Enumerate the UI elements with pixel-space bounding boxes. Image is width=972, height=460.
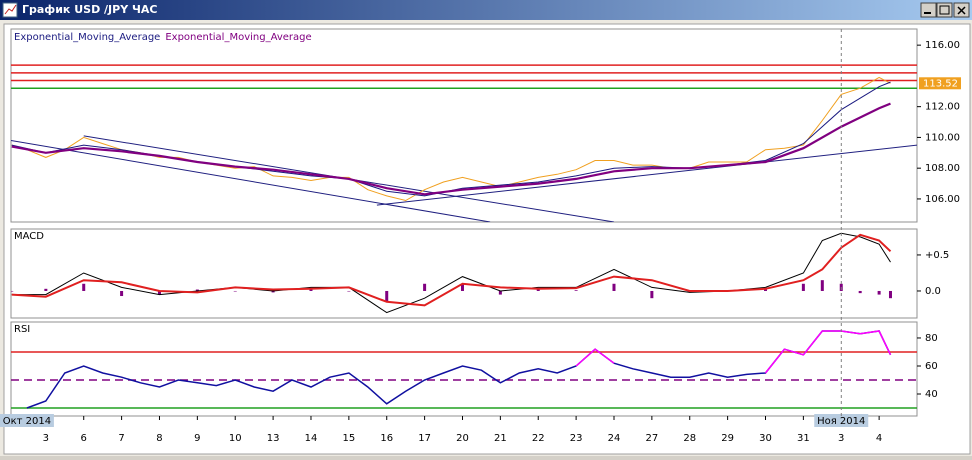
x-tick-label: 4 (876, 433, 882, 444)
x-tick-label: 13 (267, 433, 280, 444)
histogram-bar (271, 290, 275, 293)
panel (10, 28, 918, 223)
minimize-box[interactable] (920, 2, 937, 18)
histogram-bar (309, 289, 313, 291)
panel-title: MACD (14, 231, 44, 242)
panel (10, 228, 918, 319)
histogram-bar (44, 288, 48, 291)
histogram-bar (612, 283, 616, 291)
last-price-box (919, 77, 961, 90)
x-tick-label: 3 (43, 433, 49, 444)
y-tick-label: 116.00 (925, 40, 960, 51)
x-tick-label: 10 (229, 433, 242, 444)
month-label: Ноя 2014 (817, 416, 865, 427)
x-tick-label: 28 (683, 433, 696, 444)
histogram-bar (763, 289, 767, 291)
legend-entry: Exponential_Moving_Average (165, 32, 311, 43)
x-tick-label: 3 (838, 433, 844, 444)
close-glyph (957, 6, 966, 15)
x-tick-label: 6 (81, 433, 87, 444)
x-tick-label: 17 (418, 433, 431, 444)
histogram-bar (888, 290, 892, 299)
month-label-box (814, 414, 869, 427)
x-tick-label: 23 (570, 433, 583, 444)
histogram-bar (195, 289, 199, 291)
histogram-bar (82, 283, 86, 291)
panel (10, 321, 918, 417)
histogram-bar (498, 290, 502, 295)
panel-title: RSI (14, 324, 30, 335)
legend-entry: Exponential_Moving_Average (14, 32, 160, 43)
x-tick-label: 15 (342, 433, 355, 444)
x-tick-label: 7 (118, 433, 124, 444)
histogram-bar (536, 289, 540, 291)
histogram-bar (157, 290, 161, 295)
maximize-box[interactable] (936, 2, 953, 18)
histogram-bar (801, 283, 805, 291)
plot (11, 64, 917, 222)
x-tick-label: 21 (494, 433, 507, 444)
x-tick-label: 22 (532, 433, 545, 444)
plot (11, 330, 917, 409)
histogram-bar (120, 290, 124, 297)
y-tick-label: 108.00 (925, 163, 960, 174)
y-tick-label: 40 (925, 389, 938, 400)
series-line (11, 102, 891, 196)
month-label: Окт 2014 (3, 416, 51, 427)
x-tick-label: 8 (156, 433, 162, 444)
series-line (11, 233, 892, 307)
y-tick-label: 112.00 (925, 102, 960, 113)
y-tick-label: 110.00 (925, 132, 960, 143)
series-line (11, 232, 891, 314)
y-tick-label: 60 (925, 361, 938, 372)
series-line (11, 76, 891, 202)
close-button[interactable] (953, 2, 970, 18)
histogram-bar (233, 290, 237, 292)
series-line (26, 330, 892, 409)
maximize-glyph (939, 5, 950, 15)
y-tick-label: 106.00 (925, 194, 960, 205)
histogram-bar (423, 283, 427, 291)
x-tick-label: 31 (797, 433, 810, 444)
x-tick-label: 29 (721, 433, 734, 444)
x-tick-label: 27 (645, 433, 658, 444)
maximize-button[interactable] (936, 2, 953, 18)
x-tick-label: 16 (380, 433, 393, 444)
month-label-box (0, 414, 54, 427)
histogram-bar (11, 290, 14, 292)
window-title: График USD /JPY ЧАС (22, 3, 157, 16)
y-tick-label: 0.0 (925, 286, 941, 297)
minimize-button[interactable] (920, 2, 937, 18)
x-tick-label: 14 (305, 433, 318, 444)
y-tick-label: +0.5 (925, 250, 949, 261)
title-bar (0, 0, 972, 20)
histogram-bar (877, 290, 881, 295)
histogram-bar (385, 290, 389, 302)
histogram-bar (460, 283, 464, 291)
histogram-bar (858, 290, 862, 294)
histogram-bar (574, 290, 578, 291)
x-tick-label: 20 (456, 433, 469, 444)
last-price-label: 113.52 (923, 78, 958, 89)
histogram-bar (820, 280, 824, 291)
histogram-bar (650, 290, 654, 299)
x-tick-label: 30 (759, 433, 772, 444)
trend-line (11, 140, 491, 222)
window-icon-graph (4, 4, 17, 15)
trend-line (376, 144, 917, 206)
x-tick-label: 24 (608, 433, 621, 444)
series-line (575, 330, 892, 374)
y-tick-label: 80 (925, 333, 938, 344)
histogram-bar (347, 290, 351, 292)
x-tick-label: 9 (194, 433, 200, 444)
